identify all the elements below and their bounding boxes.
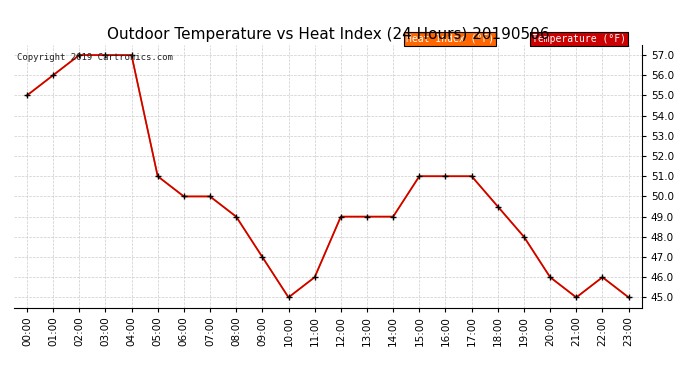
Title: Outdoor Temperature vs Heat Index (24 Hours) 20190506: Outdoor Temperature vs Heat Index (24 Ho… [106, 27, 549, 42]
Text: Temperature (°F): Temperature (°F) [532, 34, 626, 44]
Text: Heat Index (°F): Heat Index (°F) [406, 34, 494, 44]
Text: Copyright 2019 Cartronics.com: Copyright 2019 Cartronics.com [17, 53, 172, 62]
